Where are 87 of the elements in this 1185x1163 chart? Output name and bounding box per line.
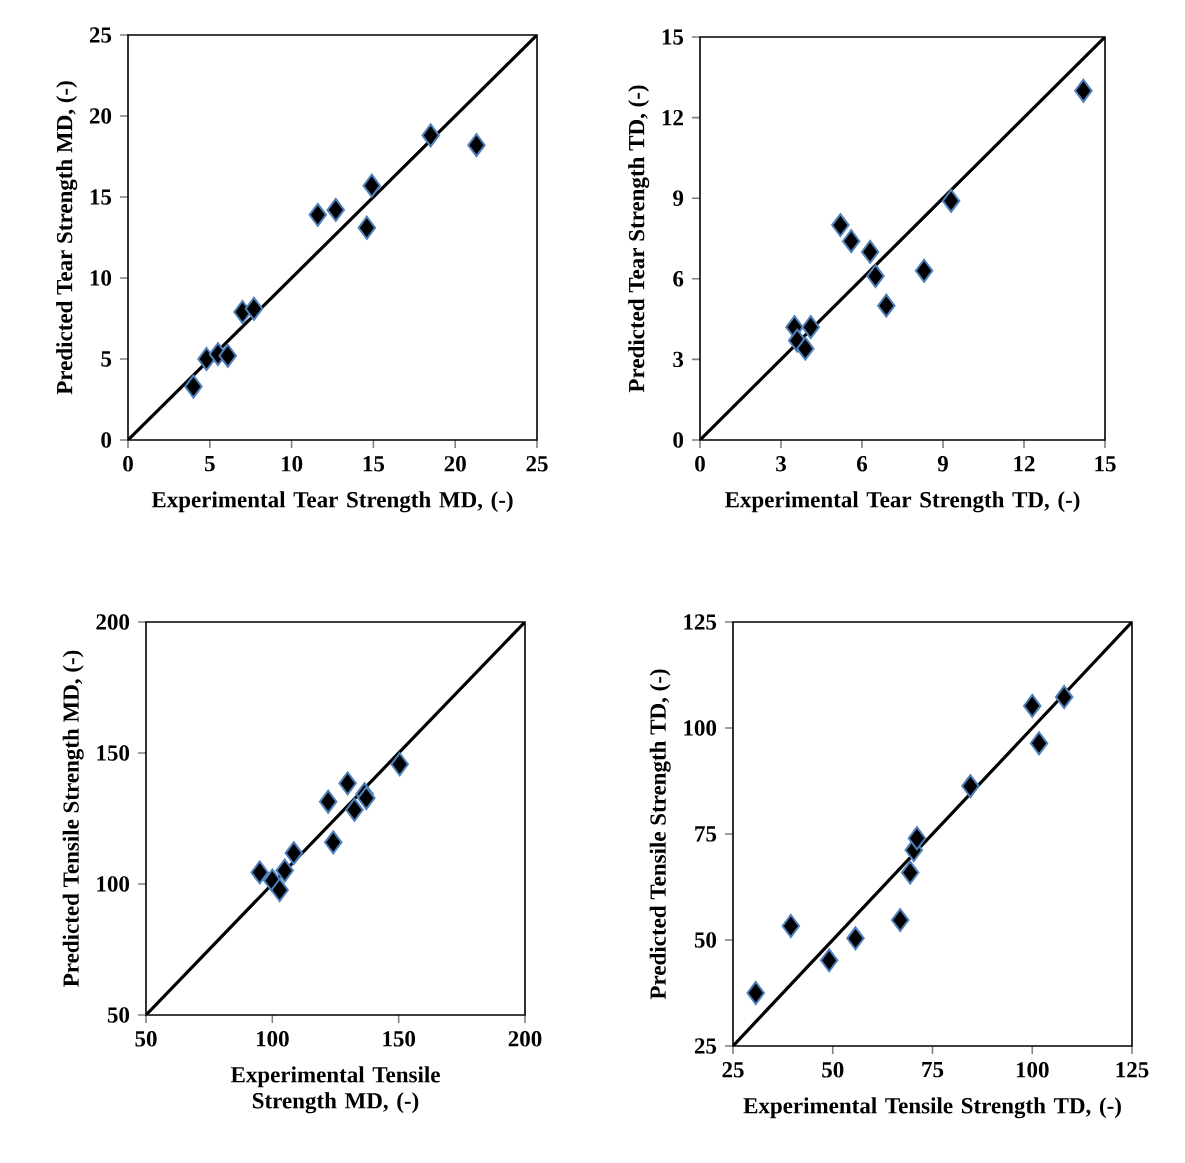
x-tick-label: 125 <box>1116 1062 1149 1078</box>
y-tick-label: 50 <box>694 932 717 948</box>
x-tick-label: 20 <box>444 456 466 472</box>
point <box>1054 685 1074 710</box>
y-tick-label: 15 <box>90 189 112 205</box>
x-axis-title: Experimental Tear Strength MD, (-) <box>151 491 513 513</box>
point <box>914 258 934 283</box>
y-tick-label: 100 <box>97 876 130 892</box>
x-tick-label: 5 <box>204 456 215 472</box>
y-tick-label: 15 <box>662 29 684 45</box>
point <box>866 264 885 289</box>
y-tick-label: 20 <box>89 108 112 124</box>
point <box>860 239 880 264</box>
x-tick-label: 6 <box>857 456 868 472</box>
point <box>357 215 377 240</box>
point <box>1029 731 1049 756</box>
x-tick-label: 100 <box>256 1031 289 1047</box>
x-tick-label: 25 <box>722 1062 744 1078</box>
y-tick-label: 50 <box>107 1007 130 1023</box>
point <box>1074 78 1093 103</box>
point <box>877 293 896 318</box>
y-tick-label: 75 <box>695 826 717 842</box>
y-tick-label: 200 <box>96 614 130 630</box>
x-tick-label: 150 <box>383 1031 416 1047</box>
y-tick-label: 9 <box>673 190 684 206</box>
point <box>326 197 346 222</box>
point <box>846 926 865 951</box>
point <box>467 133 486 158</box>
x-tick-label: 12 <box>1014 456 1035 472</box>
point <box>308 202 328 227</box>
y-tick-label: 0 <box>673 432 684 448</box>
x-tick-label: 9 <box>937 456 948 472</box>
point <box>275 858 294 883</box>
point <box>841 229 861 254</box>
y-tick-label: 150 <box>97 745 130 761</box>
point <box>421 123 440 148</box>
point <box>218 343 238 368</box>
point <box>323 830 343 855</box>
y-tick-label: 100 <box>684 720 717 736</box>
point <box>941 188 961 213</box>
point <box>345 797 364 822</box>
y-axis-title: Predicted Tear Strength TD, (-) <box>628 85 650 393</box>
point <box>781 914 801 938</box>
y-tick-label: 3 <box>673 351 684 368</box>
y-axis-title: Predicted Tensile Strength TD, (-) <box>649 669 671 1000</box>
x-axis-title: Experimental Tear Strength TD, (-) <box>724 491 1080 513</box>
y-tick-label: 6 <box>673 271 684 287</box>
point <box>746 980 765 1005</box>
point <box>270 878 289 903</box>
point <box>819 948 839 973</box>
point <box>831 213 850 238</box>
point <box>244 296 264 321</box>
x-tick-label: 15 <box>1095 456 1116 472</box>
y-tick-label: 25 <box>89 27 112 43</box>
x-tick-label: 3 <box>776 456 786 472</box>
x-tick-label: 10 <box>281 456 303 472</box>
x-axis-title: Experimental Tensile Strength MD, (-) <box>230 1066 440 1114</box>
point <box>796 336 815 361</box>
point <box>318 789 338 814</box>
x-tick-label: 75 <box>922 1062 944 1078</box>
point <box>338 771 357 796</box>
x-tick-label: 25 <box>526 456 548 472</box>
x-axis-title: Experimental Tensile Strength TD, (-) <box>743 1097 1121 1119</box>
x-tick-label: 15 <box>363 456 385 472</box>
y-tick-label: 12 <box>662 109 683 126</box>
x-tick-label: 100 <box>1016 1062 1049 1078</box>
point <box>184 374 203 399</box>
y-tick-label: 5 <box>101 351 112 367</box>
y-tick-label: 125 <box>684 614 717 630</box>
point <box>357 786 376 811</box>
point <box>890 908 910 933</box>
point <box>250 860 269 885</box>
point <box>390 752 409 777</box>
point <box>362 173 382 198</box>
point <box>961 774 980 799</box>
x-tick-label: 50 <box>135 1031 157 1047</box>
x-tick-label: 50 <box>822 1062 844 1078</box>
point <box>284 841 304 866</box>
y-axis-title: Predicted Tear Strength MD, (-) <box>56 81 78 395</box>
y-tick-label: 10 <box>90 270 112 286</box>
y-axis-title: Predicted Tensile Strength MD, (-) <box>62 650 84 987</box>
point <box>801 315 820 340</box>
point <box>1023 693 1042 718</box>
x-tick-label: 200 <box>508 1031 542 1047</box>
y-tick-label: 0 <box>101 432 112 448</box>
point <box>900 860 920 885</box>
point <box>907 826 927 851</box>
